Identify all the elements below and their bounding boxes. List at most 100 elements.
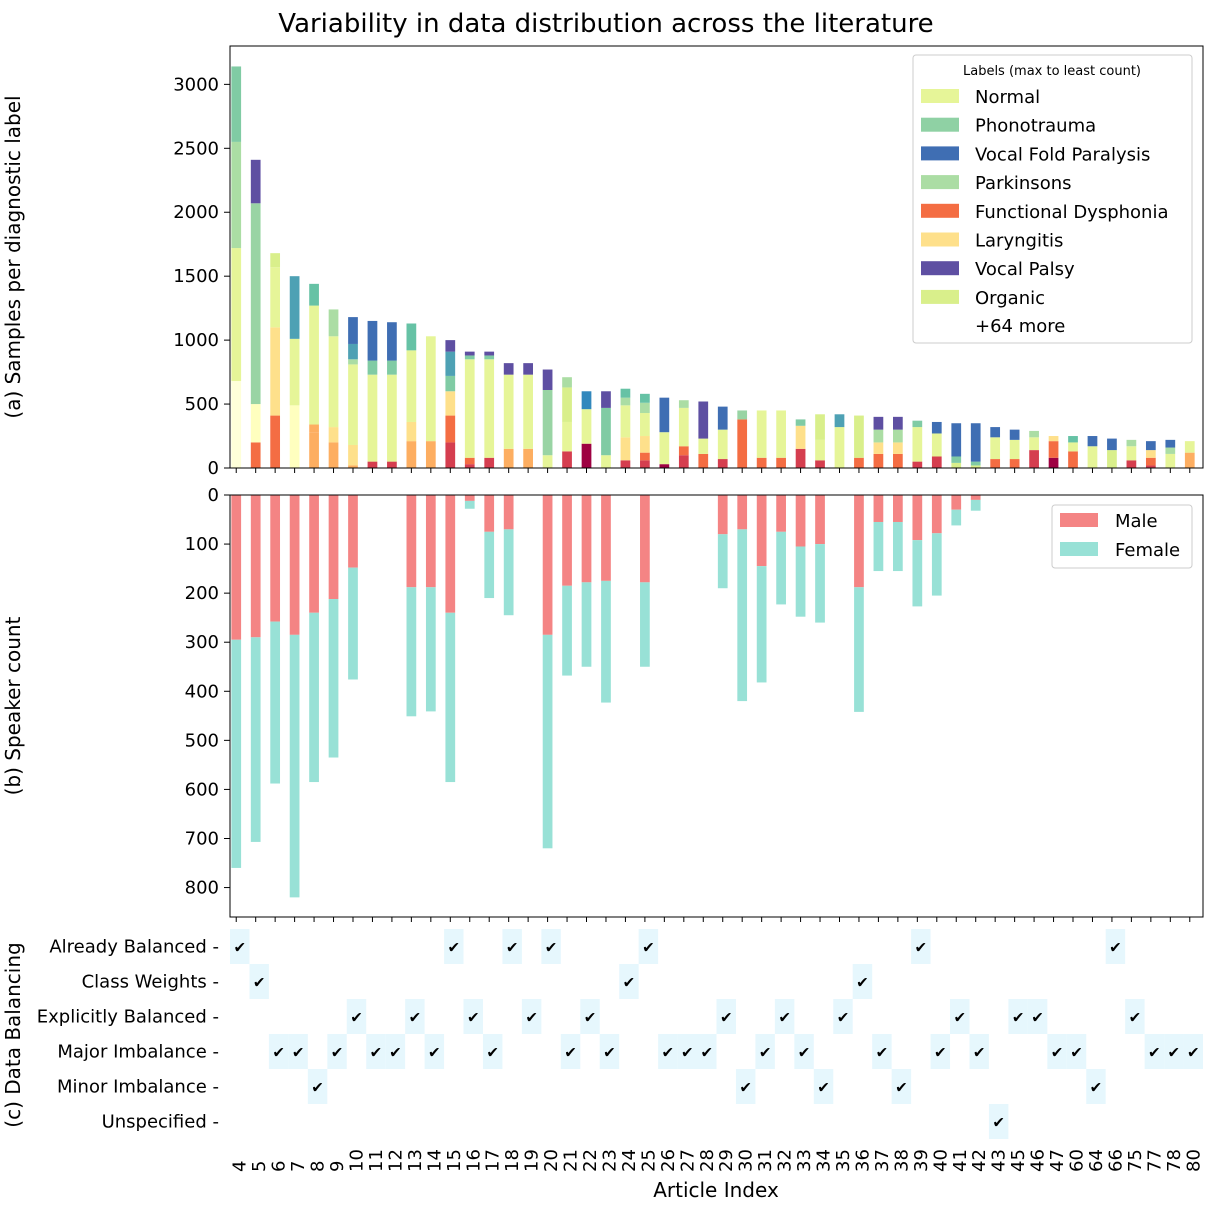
- bar-segment-37-2: [873, 429, 884, 443]
- bar-male-6: [270, 495, 281, 622]
- bar-segment-10-5: [348, 317, 358, 344]
- chart-title: Variability in data distribution across …: [278, 9, 933, 39]
- bar-female-20: [542, 634, 553, 849]
- article-label-19: 19: [522, 1149, 543, 1172]
- y-tick-label: 200: [185, 583, 219, 604]
- bar-segment-12-3: [387, 322, 397, 361]
- bar-segment-27-1: [678, 446, 689, 456]
- balancing-cell-42: [969, 1034, 989, 1069]
- bar-male-14: [425, 495, 436, 588]
- bar-female-5: [250, 637, 261, 842]
- article-label-16: 16: [463, 1149, 484, 1172]
- bar-segment-15-1: [445, 415, 456, 443]
- check-mark-28: ✔: [700, 1044, 713, 1062]
- bar-segment-8-3: [309, 283, 319, 306]
- article-label-60: 60: [1067, 1149, 1088, 1172]
- bar-segment-38-3: [893, 416, 903, 430]
- balancing-cell-24: [619, 964, 639, 999]
- bar-segment-25-2: [640, 436, 650, 453]
- bar-segment-17-1: [484, 359, 495, 458]
- bar-segment-35-0: [834, 427, 845, 468]
- y-tick-label: 2500: [173, 138, 219, 159]
- bar-segment-14-0: [425, 441, 436, 468]
- bar-segment-22-1: [581, 409, 592, 444]
- bar-segment-78-1: [1165, 447, 1176, 454]
- bar-female-25: [640, 582, 650, 667]
- check-mark-22: ✔: [584, 1009, 597, 1027]
- balancing-cell-34: [813, 1069, 834, 1104]
- bar-segment-80-1: [1184, 441, 1195, 453]
- panel-b-y-axis: 0 100 200 300 400 500 600 700 800: [185, 485, 230, 899]
- check-mark-75: ✔: [1129, 1009, 1142, 1027]
- check-mark-31: ✔: [759, 1044, 772, 1062]
- bar-segment-15-0: [445, 442, 456, 468]
- bar-segment-21-0: [562, 451, 572, 468]
- bar-segment-7-1: [289, 338, 300, 406]
- bar-female-17: [484, 531, 495, 599]
- bar-segment-16-4: [464, 351, 475, 356]
- bar-male-36: [854, 495, 864, 588]
- bar-segment-6-3: [270, 253, 281, 268]
- bar-segment-4-2: [231, 141, 242, 249]
- check-mark-9: ✔: [331, 1044, 344, 1062]
- bar-segment-23-1: [601, 407, 611, 456]
- article-label-45: 45: [1008, 1149, 1029, 1172]
- bar-segment-22-0: [581, 443, 592, 468]
- legend-swatch: [921, 232, 959, 247]
- y-tick-label: 0: [208, 485, 219, 506]
- bar-male-5: [250, 495, 261, 638]
- bar-segment-41-0: [951, 462, 962, 468]
- check-mark-20: ✔: [545, 939, 558, 957]
- bar-segment-66-1: [1107, 438, 1117, 451]
- row-label: Minor Imbalance -: [57, 1077, 219, 1098]
- balancing-cell-14: [424, 1034, 445, 1069]
- legend-label: Vocal Fold Paralysis: [975, 144, 1150, 165]
- check-mark-34: ✔: [817, 1079, 830, 1097]
- bar-segment-9-0: [328, 442, 339, 468]
- bar-segment-32-0: [776, 457, 786, 468]
- check-mark-18: ✔: [506, 939, 519, 957]
- bar-segment-80-0: [1184, 452, 1195, 468]
- bar-segment-75-1: [1126, 446, 1137, 461]
- x-axis-label: Article Index: [653, 1178, 779, 1202]
- article-label-22: 22: [580, 1149, 601, 1172]
- bar-male-34: [815, 495, 825, 545]
- bar-segment-29-2: [717, 406, 728, 430]
- bar-segment-5-0: [250, 442, 261, 468]
- panel-c-ylabel: (c) Data Balancing: [1, 942, 25, 1127]
- balancing-cell-47: [1047, 1034, 1067, 1069]
- bar-segment-77-1: [1145, 457, 1156, 466]
- bar-female-16: [464, 500, 475, 509]
- article-label-46: 46: [1028, 1149, 1049, 1172]
- bar-segment-60-1: [1068, 442, 1078, 452]
- y-tick-label: 600: [185, 779, 219, 800]
- row-label: Already Balanced -: [49, 937, 219, 958]
- balancing-cell-9: [327, 1034, 347, 1069]
- legend-swatch: [921, 261, 959, 276]
- bar-segment-9-1: [328, 427, 339, 443]
- bar-segment-64-0: [1087, 446, 1098, 468]
- check-mark-7: ✔: [292, 1044, 305, 1062]
- article-label-12: 12: [385, 1149, 406, 1172]
- bar-segment-42-0: [970, 465, 981, 468]
- balancing-cell-12: [385, 1034, 406, 1069]
- balancing-cell-45: [1008, 999, 1028, 1034]
- balancing-cell-23: [599, 1034, 620, 1069]
- bar-segment-17-2: [484, 355, 495, 360]
- bar-segment-15-2: [445, 391, 456, 416]
- legend-entries: Normal Phonotrauma Vocal Fold Paralysis Par…: [921, 87, 1169, 309]
- article-label-43: 43: [989, 1149, 1010, 1172]
- balancing-cell-19: [521, 999, 542, 1034]
- balancing-cell-25: [638, 929, 659, 964]
- bar-segment-40-1: [931, 433, 942, 457]
- bar-segment-10-4: [348, 343, 358, 360]
- bar-female-10: [348, 567, 358, 680]
- bar-segment-11-1: [367, 374, 378, 462]
- bar-segment-9-3: [328, 309, 339, 337]
- bar-female-13: [406, 587, 417, 717]
- bar-male-4: [231, 495, 242, 640]
- bar-segment-46-2: [1029, 430, 1039, 438]
- article-label-77: 77: [1144, 1149, 1165, 1172]
- bar-segment-16-2: [464, 359, 475, 458]
- legend-swatch: [921, 146, 959, 161]
